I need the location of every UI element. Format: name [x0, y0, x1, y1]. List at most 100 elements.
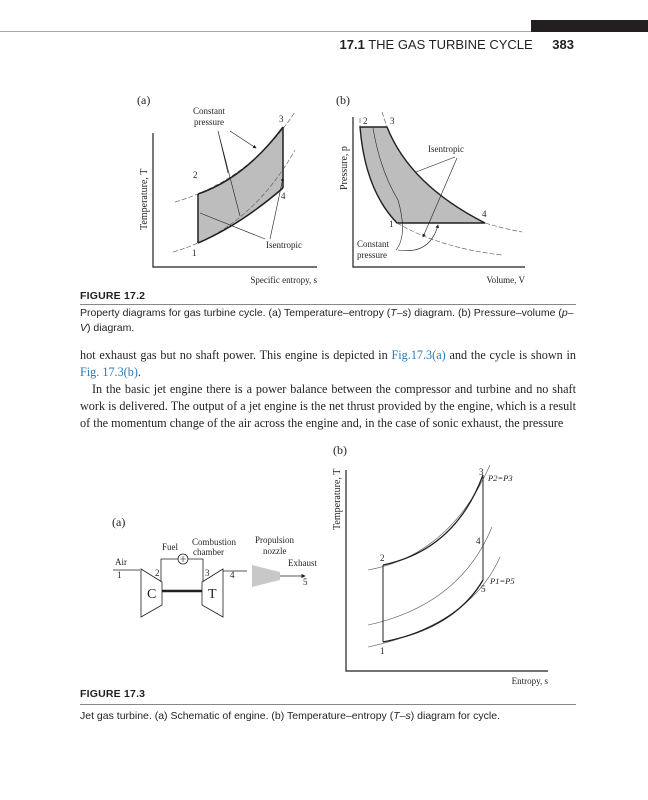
header-bar	[531, 20, 648, 32]
header-rule	[0, 31, 531, 32]
paragraph: hot exhaust gas but no shaft power. This…	[80, 347, 576, 381]
isentropic-extension	[381, 111, 523, 233]
point-label: 4	[476, 536, 481, 546]
constant-pressure-lines	[197, 126, 284, 244]
page-number: 383	[552, 37, 574, 52]
caption-text: Jet gas turbine. (a) Schematic of engine…	[80, 710, 394, 722]
figure-17-3b-ts-diagram: (b) 1 2 3 4 5 P2=P3 P1=P5 Temperature, T…	[332, 443, 548, 686]
figure-17-2b-pv-diagram: (b) Isentropic Constant pressure 1 2 3 4…	[336, 93, 526, 285]
exhaust-label: Exhaust	[288, 558, 317, 568]
caption-rule	[80, 304, 576, 305]
caption-text: ) diagram for cycle.	[410, 710, 501, 722]
panel-label: (b)	[336, 93, 350, 107]
y-axis-label: Temperature, T	[332, 469, 343, 530]
fuel-label: Fuel	[162, 542, 179, 552]
heat-addition-line	[382, 474, 484, 566]
station-label: 1	[117, 570, 122, 580]
x-axis-label: Volume, V	[486, 275, 525, 285]
figure-17-2-caption: Property diagrams for gas turbine cycle.…	[80, 306, 576, 336]
combustion-label: Combustion	[192, 537, 237, 547]
station-label: 4	[230, 570, 235, 580]
caption-text: T–s	[393, 710, 411, 722]
caption-text: T–s	[390, 307, 408, 319]
x-axis-label: Specific entropy, s	[250, 275, 317, 285]
caption-text: ) diagram. (b) Pressure–volume (	[407, 307, 562, 319]
annotation: Isentropic	[266, 240, 302, 250]
annotation: Constant	[193, 106, 226, 116]
turbine-label: T	[208, 587, 217, 602]
cycle-area	[198, 127, 283, 243]
combustion-label: chamber	[193, 547, 224, 557]
fuel-injector-icon	[180, 556, 186, 562]
isobar-label: P1=P5	[489, 576, 515, 586]
caption-text: p–V	[80, 307, 574, 334]
compressor-label: C	[147, 587, 156, 602]
point-label: 4	[281, 191, 286, 201]
isentropic-pointers	[415, 156, 458, 237]
constant-pressure-curve-high	[174, 111, 296, 203]
annotation: Isentropic	[428, 144, 464, 154]
section-number: 17.1	[339, 37, 365, 52]
caption-rule	[80, 704, 576, 705]
figure-17-3-title: FIGURE 17.3	[80, 688, 146, 700]
air-label: Air	[115, 557, 127, 567]
constant-pressure-curve-low	[172, 149, 296, 253]
compressor	[140, 568, 163, 618]
point-label: 3	[390, 116, 395, 126]
isobar-high	[367, 464, 491, 571]
figure-link[interactable]: Fig. 17.3(b)	[80, 365, 138, 379]
nozzle-label: Propulsion	[255, 535, 295, 545]
y-axis-label: Temperature, T	[139, 169, 150, 230]
cycle-area	[359, 126, 486, 224]
annotation: pressure	[194, 117, 224, 127]
isobar-label: P2=P3	[487, 473, 513, 483]
caption-text: Property diagrams for gas turbine cycle.…	[80, 307, 391, 319]
station-label: 5	[303, 577, 308, 587]
point-label: 2	[193, 170, 198, 180]
constant-pressure-pointers	[372, 127, 438, 252]
x-axis-label: Entropy, s	[512, 676, 549, 686]
section-title: THE GAS TURBINE CYCLE	[368, 37, 533, 52]
panel-label: (a)	[137, 93, 150, 107]
point-label: 5	[481, 584, 486, 594]
isentropic-lines	[382, 475, 484, 642]
panel-label: (b)	[333, 443, 347, 457]
point-label: 2	[363, 116, 368, 126]
text: .	[137, 365, 141, 379]
point-label: 1	[389, 219, 394, 229]
combustion-line	[160, 558, 204, 582]
axes	[345, 470, 548, 672]
isentropic-pointers	[199, 178, 283, 240]
nozzle-label: nozzle	[263, 546, 286, 556]
heat-rejection-line	[382, 579, 484, 643]
paragraph: In the basic jet engine there is a power…	[80, 382, 576, 430]
station-label: 2	[155, 568, 160, 578]
point-label: 1	[380, 646, 385, 656]
constant-pressure-pointers	[217, 130, 256, 217]
propulsion-nozzle	[252, 565, 280, 587]
figure-17-3-caption: Jet gas turbine. (a) Schematic of engine…	[80, 709, 576, 724]
axes	[352, 117, 525, 268]
point-label: 3	[279, 114, 284, 124]
point-label: 4	[482, 209, 487, 219]
running-header: 17.1 THE GAS TURBINE CYCLE 383	[340, 37, 575, 52]
figure-17-3a-engine-schematic: (a) C T Fuel Combustion chamber Propulsi…	[112, 515, 317, 618]
figure-17-2a-ts-diagram: (a) Constant pressure Isentropic 1 2 3 4…	[137, 93, 317, 285]
panel-label: (a)	[112, 515, 125, 529]
caption-text: ) diagram.	[87, 322, 135, 334]
turbine	[201, 568, 224, 618]
isentropic-extension	[359, 118, 503, 256]
figure-17-2-title: FIGURE 17.2	[80, 290, 146, 302]
station-label: 3	[205, 568, 210, 578]
flow-arrows	[113, 569, 305, 576]
point-label: 2	[380, 553, 385, 563]
body-text: hot exhaust gas but no shaft power. This…	[80, 347, 576, 432]
axes	[152, 133, 317, 268]
figure-link[interactable]: Fig.17.3(a)	[391, 348, 446, 362]
annotation: Constant	[357, 239, 390, 249]
isobar-low	[367, 556, 501, 648]
text: and the cycle is shown in	[445, 348, 576, 362]
annotation: pressure	[357, 250, 387, 260]
y-axis-label: Pressure, p	[339, 146, 350, 190]
